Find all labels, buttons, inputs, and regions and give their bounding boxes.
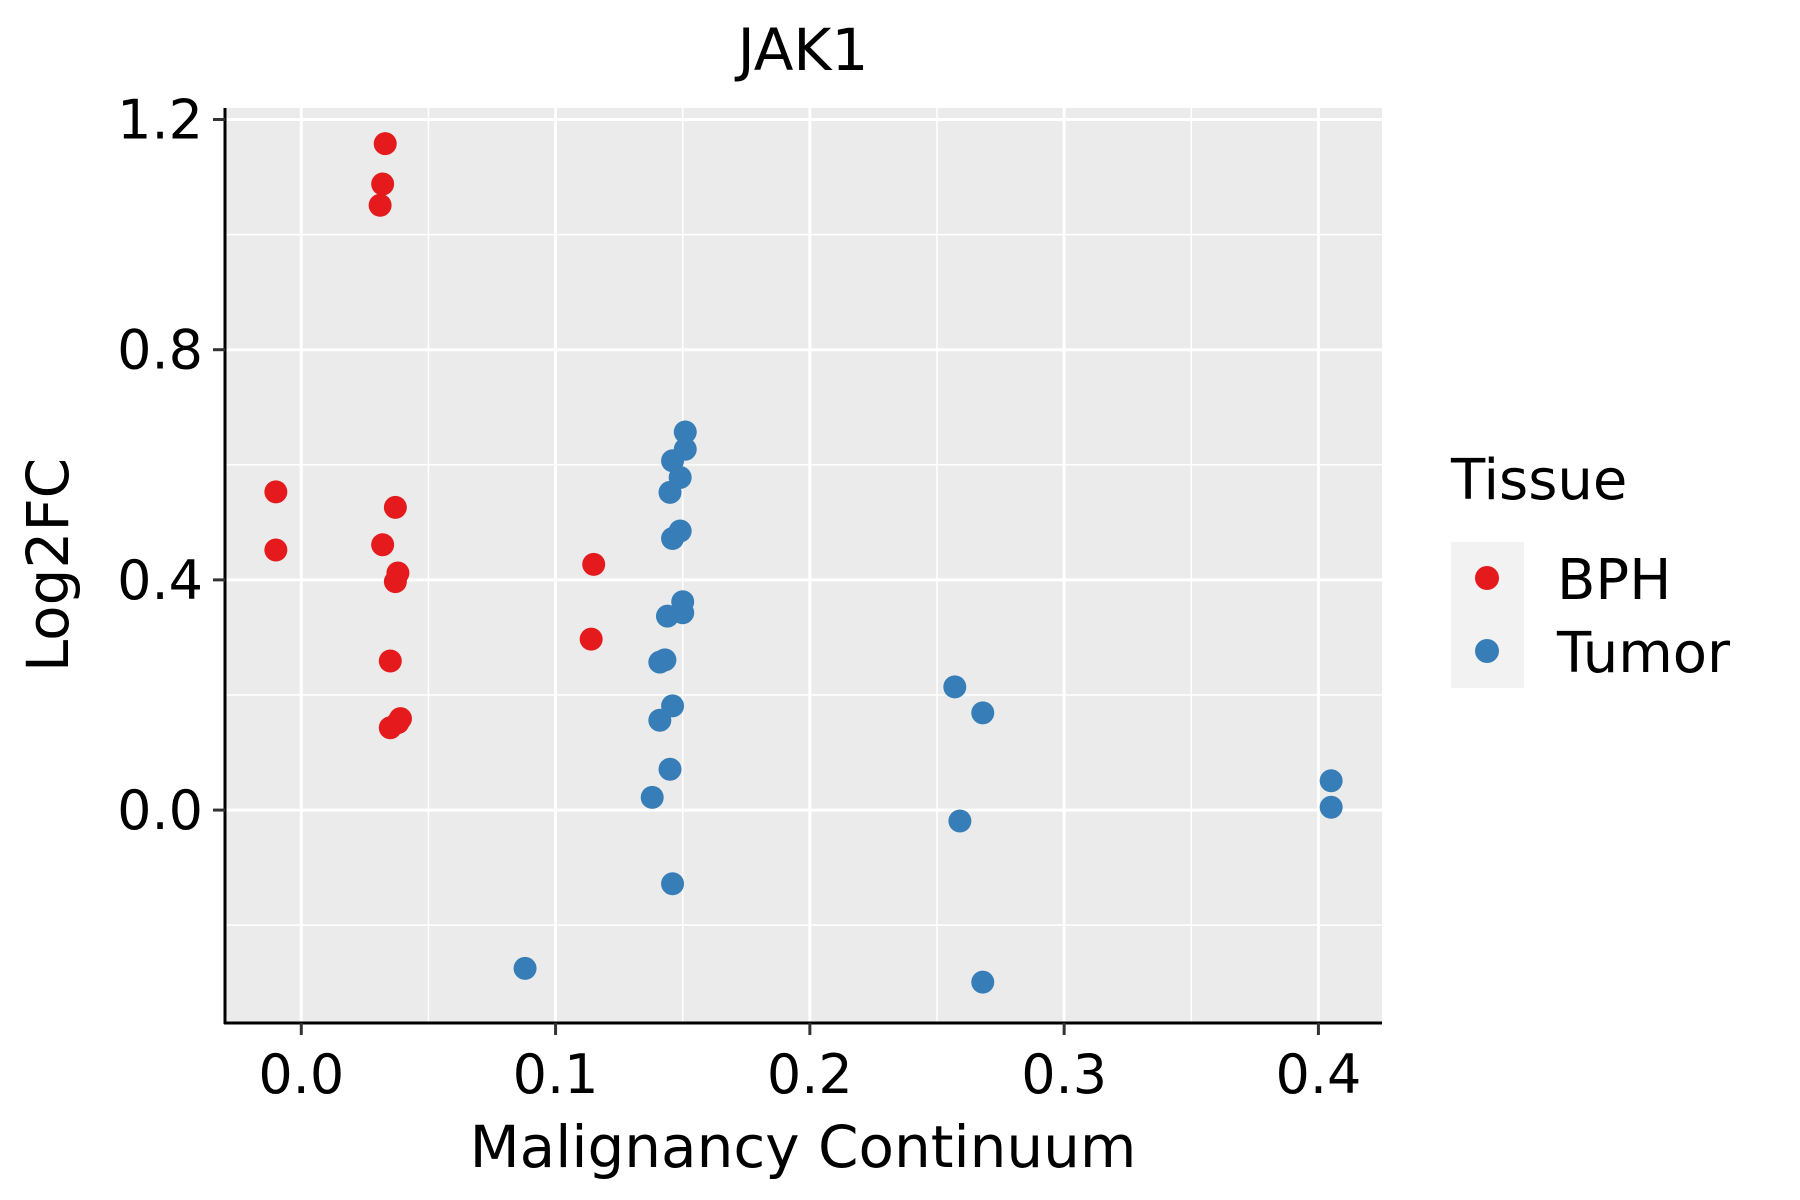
- chart-title: JAK1: [735, 16, 869, 84]
- point-tumor: [1319, 769, 1343, 793]
- point-tumor: [658, 480, 682, 504]
- point-tumor: [971, 701, 995, 725]
- point-tumor: [943, 675, 967, 699]
- point-bph: [368, 193, 392, 217]
- x-tick-label: 0.3: [1021, 1043, 1107, 1106]
- point-bph: [373, 132, 397, 156]
- y-tick-label: 0.8: [117, 319, 203, 382]
- point-bph: [371, 172, 395, 196]
- x-axis-ticks: 0.0 0.1 0.2 0.3 0.4: [258, 1023, 1361, 1106]
- point-tumor: [971, 970, 995, 994]
- y-tick-label: 0.0: [117, 779, 203, 842]
- legend-key-background: [1451, 542, 1524, 688]
- point-bph: [383, 495, 407, 519]
- point-bph: [264, 538, 288, 562]
- minor-gridlines: [225, 108, 1382, 1023]
- point-bph: [378, 649, 402, 673]
- y-axis-ticks: 0.0 0.4 0.8 1.2: [117, 89, 225, 842]
- point-bph: [582, 552, 606, 576]
- point-tumor: [655, 604, 679, 628]
- legend-key-bph: [1475, 566, 1499, 590]
- legend: Tissue BPH Tumor: [1450, 448, 1731, 688]
- major-gridlines: [225, 108, 1382, 1023]
- legend-key-tumor: [1475, 639, 1499, 663]
- point-bph: [378, 716, 402, 740]
- x-tick-label: 0.4: [1275, 1043, 1361, 1106]
- axes: [223, 108, 1382, 1025]
- point-tumor: [648, 708, 672, 732]
- point-tumor: [648, 650, 672, 674]
- plot-panel: [225, 108, 1382, 1023]
- point-bph: [264, 480, 288, 504]
- x-tick-label: 0.0: [258, 1043, 344, 1106]
- point-tumor: [661, 872, 685, 896]
- legend-title: Tissue: [1450, 448, 1627, 513]
- point-tumor: [948, 809, 972, 833]
- point-bph: [371, 533, 395, 557]
- point-tumor: [640, 785, 664, 809]
- point-tumor: [661, 526, 685, 550]
- legend-label-bph: BPH: [1557, 548, 1671, 613]
- y-axis-title: Log2FC: [14, 458, 82, 672]
- data-points: [264, 132, 1343, 994]
- point-tumor: [1319, 795, 1343, 819]
- point-tumor: [673, 420, 697, 444]
- y-tick-label: 1.2: [117, 89, 203, 152]
- point-tumor: [658, 757, 682, 781]
- point-tumor: [513, 956, 537, 980]
- legend-label-tumor: Tumor: [1556, 621, 1731, 686]
- point-bph: [383, 570, 407, 594]
- x-tick-label: 0.2: [767, 1043, 853, 1106]
- x-tick-label: 0.1: [513, 1043, 599, 1106]
- x-axis-title: Malignancy Continuum: [470, 1113, 1137, 1181]
- point-bph: [579, 627, 603, 651]
- y-tick-label: 0.4: [117, 549, 203, 612]
